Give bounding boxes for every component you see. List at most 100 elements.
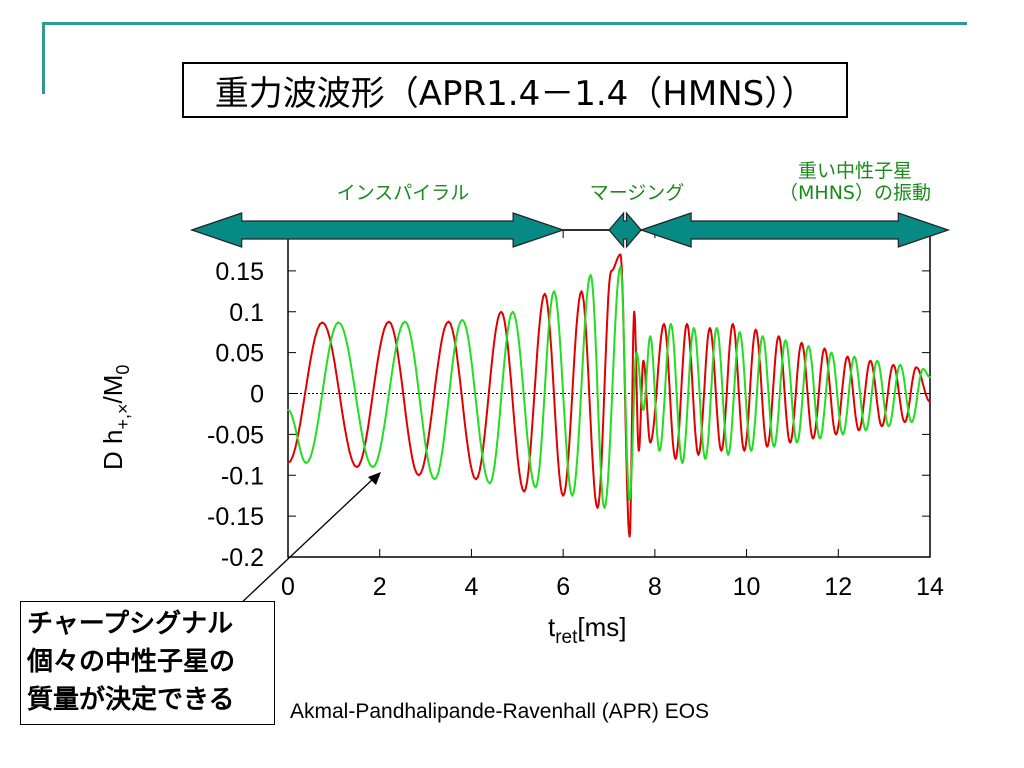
x-tick-label: 6	[556, 573, 570, 601]
series-point-h_plus	[500, 310, 503, 313]
series-point-h_plus	[789, 441, 791, 444]
series-point-h_plus	[447, 320, 450, 323]
series-point-h_plus	[388, 320, 390, 323]
y-tick-label: -0.15	[207, 503, 264, 531]
series-point-h_plus	[674, 458, 677, 460]
series-point-h_cross	[305, 462, 308, 464]
callout-pointer-line	[237, 477, 375, 607]
x-axis-label-sub: ret	[555, 627, 578, 648]
phase-label-hmns-line2: （MHNS）の振動	[779, 182, 931, 204]
series-point-h_cross	[830, 351, 833, 354]
phase-label-hmns-line1: 重い中性子星	[797, 160, 912, 182]
series-point-h_plus	[720, 449, 723, 452]
y-tick-label: 0.15	[215, 258, 264, 286]
hmns-oscillation-arrow	[639, 212, 951, 248]
series-point-h_cross	[461, 319, 464, 321]
series-point-h_cross	[642, 409, 645, 411]
y-axis-label-suffix: /M	[98, 375, 128, 404]
series-point-h_plus	[709, 327, 711, 329]
series-point-h_cross	[727, 453, 730, 456]
series-point-h_cross	[681, 462, 684, 464]
series-point-h_plus	[835, 433, 837, 436]
series-point-h_cross	[876, 359, 879, 362]
series-point-h_cross	[404, 320, 406, 323]
series-point-h_cross	[887, 425, 890, 428]
series-layer	[287, 253, 931, 538]
series-point-h_cross	[784, 339, 787, 342]
y-axis-label: D h+,×/M0	[98, 365, 133, 470]
series-point-h_plus	[915, 366, 918, 369]
series-point-h_cross	[670, 323, 672, 325]
callout-pointer-head	[368, 472, 381, 485]
series-point-h_plus	[869, 359, 872, 362]
series-point-h_plus	[812, 437, 814, 440]
series-point-h_cross	[692, 327, 695, 329]
y-tick-label: 0.05	[215, 340, 264, 368]
series-point-h_cross	[658, 449, 661, 452]
y-tick-label: -0.1	[221, 462, 264, 490]
series-point-h_plus	[846, 355, 849, 358]
svg-text:tret[ms]: tret[ms]	[548, 612, 627, 648]
series-point-h_cross	[635, 351, 638, 354]
series-point-h_cross	[628, 498, 631, 501]
merging-arrow	[608, 211, 642, 249]
series-point-h_cross	[773, 445, 775, 448]
eos-footer: Akmal-Pandhalipande-Ravenhall (APR) EOS	[290, 700, 710, 723]
series-point-h_cross	[589, 274, 592, 276]
x-axis-label: tret[ms]	[548, 612, 627, 648]
series-point-h_plus	[543, 292, 546, 295]
x-tick-label: 12	[824, 573, 852, 601]
series-point-h_cross	[807, 345, 810, 347]
series-point-h_cross	[842, 433, 844, 436]
axis-ticks: 0.20.150.10.050-0.05-0.1-0.15-0.20246810…	[207, 217, 944, 601]
series-point-h_plus	[610, 270, 613, 272]
slide-frame-top-line	[42, 22, 967, 25]
series-point-h_cross	[433, 478, 436, 481]
callout-line-3: 質量が決定できる	[27, 685, 235, 715]
series-line-h_cross	[287, 265, 931, 509]
series-point-h_plus	[697, 453, 700, 456]
series-point-h_plus	[321, 321, 324, 324]
y-axis-label-sub: +,×	[113, 404, 133, 430]
series-point-h_plus	[766, 445, 769, 448]
series-point-h_plus	[929, 400, 931, 403]
series-point-h_cross	[899, 364, 902, 366]
series-point-h_plus	[777, 335, 780, 338]
series-point-h_plus	[743, 449, 746, 452]
series-point-h_cross	[511, 310, 514, 313]
phase-label-inspiral: インスパイラル	[336, 182, 470, 204]
y-axis-label-suffix-sub: 0	[113, 365, 133, 375]
series-point-h_plus	[754, 328, 757, 331]
series-point-h_plus	[642, 359, 645, 362]
series-point-h_plus	[823, 347, 826, 350]
series-point-h_cross	[619, 265, 622, 268]
x-tick-label: 2	[373, 573, 387, 601]
series-point-h_cross	[553, 290, 555, 293]
series-point-h_cross	[371, 466, 374, 468]
series-point-h_cross	[649, 335, 652, 338]
y-tick-label: 0.1	[229, 299, 264, 327]
slide-frame-left-line	[42, 22, 45, 94]
series-point-h_cross	[715, 327, 718, 329]
series-point-h_cross	[738, 331, 741, 334]
series-point-h_plus	[800, 341, 803, 344]
phase-arrows	[189, 211, 951, 249]
x-tick-label: 14	[916, 573, 944, 601]
y-tick-label: -0.05	[207, 421, 264, 449]
series-point-h_plus	[858, 429, 860, 432]
phase-label-hmns: 重い中性子星 （MHNS）の振動	[760, 160, 950, 204]
slide-title: 重力波波形（APR1.4－1.4（HMNS））	[182, 62, 848, 118]
series-point-h_plus	[686, 323, 688, 325]
series-point-h_plus	[880, 425, 883, 428]
series-point-h_cross	[922, 368, 924, 370]
phase-label-merging: マージング	[589, 182, 685, 204]
series-point-h_cross	[796, 441, 798, 444]
series-point-h_cross	[910, 421, 913, 423]
callout-line-2: 個々の中性子星の	[27, 647, 236, 677]
series-point-h_cross	[287, 409, 289, 411]
series-point-h_plus	[562, 494, 564, 497]
series-point-h_cross	[853, 355, 856, 358]
x-tick-label: 10	[733, 573, 761, 601]
x-tick-label: 0	[281, 573, 295, 601]
series-point-h_cross	[819, 437, 821, 440]
